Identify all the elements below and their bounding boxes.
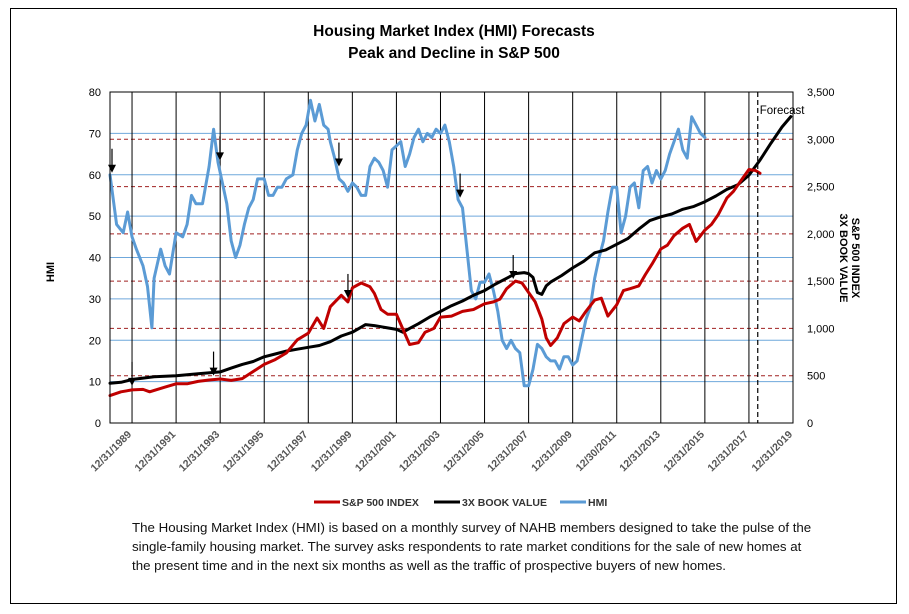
x-tick-label: 12/31/2013 xyxy=(617,429,663,475)
x-tick-label: 12/31/2003 xyxy=(397,429,443,475)
chart-frame xyxy=(10,8,897,604)
x-tick-label: 12/31/2007 xyxy=(485,429,531,475)
chart-subtitle: Peak and Decline in S&P 500 xyxy=(348,45,560,62)
right-tick-label: 500 xyxy=(807,371,825,383)
sp500-line xyxy=(108,168,762,398)
x-tick-label: 12/31/2005 xyxy=(441,429,487,475)
sp500-peak-arrow-head xyxy=(509,271,518,280)
sp500-peak-arrow-head xyxy=(209,367,218,376)
right-tick-label: 3,000 xyxy=(807,134,835,146)
grid xyxy=(110,92,794,423)
legend-label-hmi: HMI xyxy=(588,497,607,509)
right-axis-label-line2: 3X BOOK VALUE xyxy=(837,213,849,302)
right-tick-label: 1,500 xyxy=(807,276,835,288)
legend-label-book-value: 3X BOOK VALUE xyxy=(462,497,547,509)
plot-border xyxy=(109,91,794,424)
legend: S&P 500 INDEX 3X BOOK VALUE HMI xyxy=(314,497,607,509)
right-tick-label: 2,500 xyxy=(807,182,835,194)
x-tick-label: 12/31/1997 xyxy=(265,429,311,475)
left-tick-label: 30 xyxy=(89,294,101,306)
legend-label-sp500: S&P 500 INDEX xyxy=(342,497,419,509)
left-tick-label: 10 xyxy=(89,377,101,389)
x-tick-label: 12/31/2017 xyxy=(705,429,751,475)
x-tick-label: 12/30/2011 xyxy=(574,429,619,474)
x-tick-label: 12/31/1989 xyxy=(89,429,135,475)
x-tick-label: 12/31/2001 xyxy=(353,429,399,475)
hmi-peak-arrow-head xyxy=(215,152,224,161)
left-axis-label: HMI xyxy=(45,262,57,282)
left-tick-label: 60 xyxy=(89,170,101,182)
book-value-line xyxy=(108,115,793,385)
left-tick-label: 40 xyxy=(89,253,101,265)
x-tick-label: 12/31/1993 xyxy=(177,429,223,475)
hmi-line xyxy=(108,98,707,388)
chart-title: Housing Market Index (HMI) Forecasts xyxy=(313,23,595,40)
series-layer xyxy=(108,98,793,398)
x-tick-label: 12/31/1991 xyxy=(133,429,179,475)
right-tick-label: 1,000 xyxy=(807,323,835,335)
x-tick-label: 12/31/1999 xyxy=(309,429,355,475)
annotations: Forecast xyxy=(108,92,805,423)
x-tick-label: 12/31/2009 xyxy=(529,429,575,475)
chart-caption: The Housing Market Index (HMI) is based … xyxy=(132,520,812,573)
sp500-peak-arrow-head xyxy=(128,377,137,386)
sp500-peak-arrow-head xyxy=(343,289,352,298)
x-tick-label: 12/31/2015 xyxy=(661,429,707,475)
right-axis-label-line1: S&P 500 INDEX xyxy=(849,218,861,299)
hmi-peak-arrow-head xyxy=(108,164,116,173)
x-tick-label: 12/31/2019 xyxy=(749,429,795,475)
right-tick-label: 2,000 xyxy=(807,229,835,241)
right-tick-label: 0 xyxy=(807,418,813,430)
left-tick-label: 20 xyxy=(89,335,101,347)
hmi-peak-arrow-head xyxy=(334,158,343,167)
x-tick-label: 12/31/1995 xyxy=(221,429,267,475)
forecast-label: Forecast xyxy=(760,105,806,117)
left-tick-label: 50 xyxy=(89,211,101,223)
left-tick-label: 70 xyxy=(89,128,101,140)
left-tick-label: 0 xyxy=(95,418,101,430)
right-tick-label: 3,500 xyxy=(807,87,835,99)
left-tick-label: 80 xyxy=(89,87,101,99)
hmi-peak-arrow-head xyxy=(456,189,465,198)
